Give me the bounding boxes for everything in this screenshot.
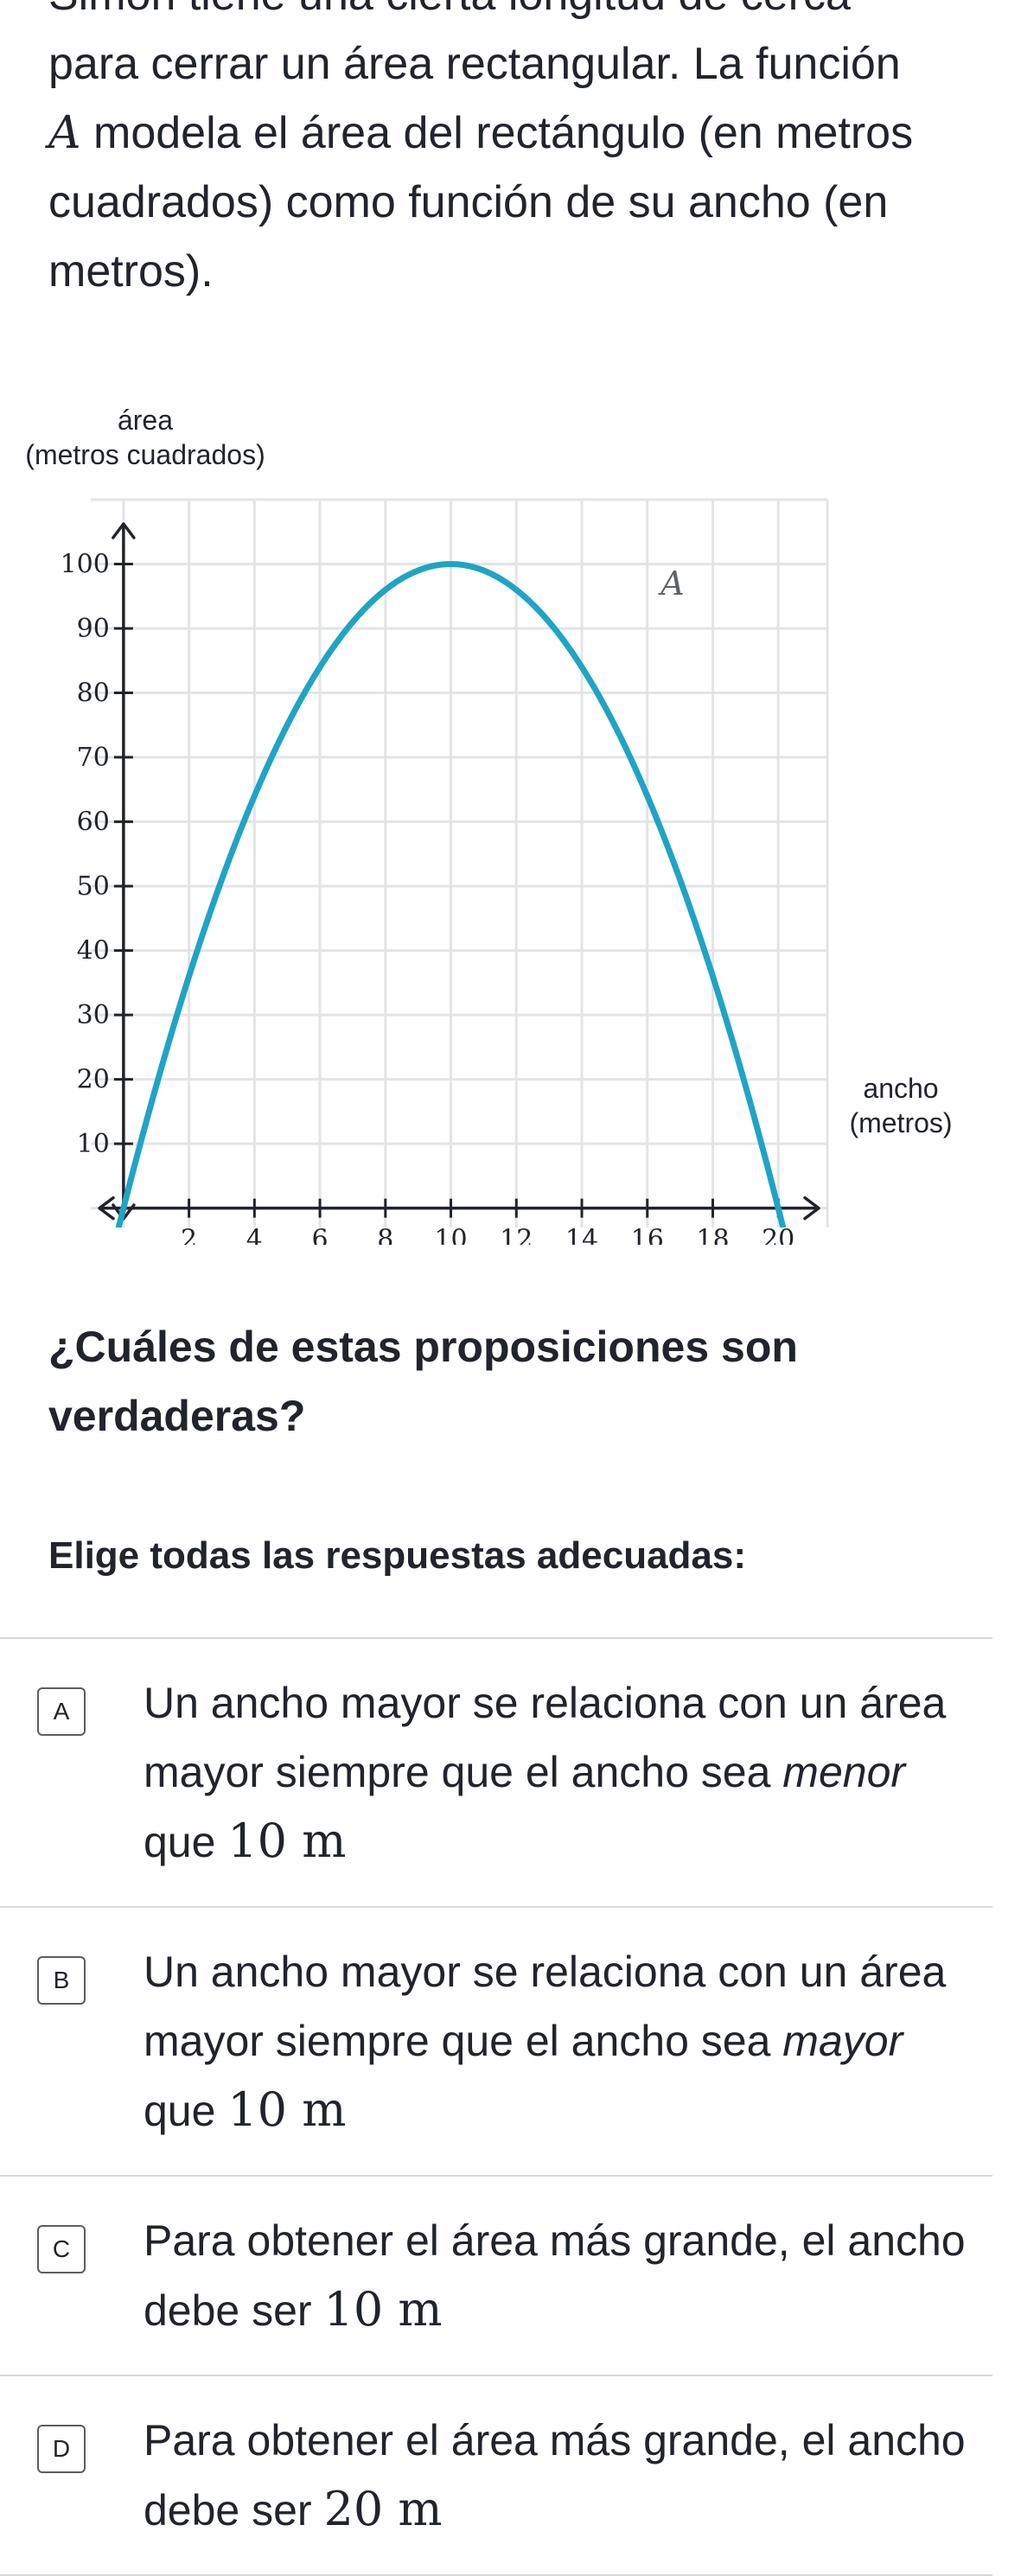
x-tick-label: 12 <box>500 1225 533 1245</box>
choice-text-end: que <box>144 1818 228 1866</box>
grid-lines <box>91 498 829 1227</box>
choice-a[interactable]: A Un ancho mayor se relaciona con un áre… <box>0 1637 992 1906</box>
y-tick-label: 60 <box>77 807 110 838</box>
y-axis-top-arrow <box>112 522 136 539</box>
y-tick-label: 80 <box>77 679 110 709</box>
choice-text-start: Para obtener el área más grande, el anch… <box>144 2416 966 2535</box>
choice-text-start: Un ancho mayor se relaciona con un área … <box>144 1948 947 2065</box>
intro-line-3: modela el área del rectángulo (en metros <box>80 108 914 158</box>
choice-b[interactable]: B Un ancho mayor se relaciona con un áre… <box>0 1906 992 2175</box>
y-tick-label: 10 <box>77 1129 110 1159</box>
choice-text: Para obtener el área más grande, el anch… <box>144 2206 975 2345</box>
area-graph: 2 4 6 8 10 12 14 16 18 20 10 20 30 40 50 60 70 80 90 100 ár… <box>0 380 1021 1245</box>
curve-a <box>115 561 787 1227</box>
x-tick-label: 16 <box>631 1225 664 1245</box>
x-tick-label: 14 <box>565 1225 598 1245</box>
x-tick-label: 4 <box>246 1225 263 1245</box>
intro-line-4: cuadrados) como función de su ancho (en <box>48 177 889 227</box>
y-tick-label: 100 <box>61 550 110 580</box>
choice-text-start: Para obtener el área más grande, el anch… <box>144 2216 966 2335</box>
intro-line-1: Simon tiene una cierta longitud de cerca <box>48 0 851 20</box>
curve-label: A <box>658 564 684 603</box>
area-chart-svg: 2 4 6 8 10 12 14 16 18 20 10 20 30 40 50 60 70 80 90 100 ár… <box>25 405 952 1245</box>
y-tick-label: 40 <box>77 936 110 966</box>
y-tick-label: 30 <box>77 1000 110 1030</box>
x-axis-right-arrow <box>803 1196 820 1221</box>
x-axis-left-arrow <box>98 1196 115 1221</box>
curve-layer <box>115 561 787 1227</box>
question-text: ¿Cuáles de estas proposiciones son verda… <box>48 1323 798 1440</box>
x-tick-label: 2 <box>181 1225 197 1245</box>
choice-text: Un ancho mayor se relaciona con un área … <box>144 1668 975 1877</box>
tick-marks: 2 4 6 8 10 12 14 16 18 20 10 20 30 40 50 60 70 80 90 100 <box>61 550 795 1245</box>
choice-text-start: Un ancho mayor se relaciona con un área … <box>144 1679 947 1796</box>
answer-choices: A Un ancho mayor se relaciona con un áre… <box>0 1637 992 2576</box>
choice-letter-badge: C <box>37 2225 86 2273</box>
x-tick-label: 8 <box>377 1225 393 1245</box>
x-tick-label: 20 <box>762 1225 794 1245</box>
y-tick-label: 50 <box>77 871 110 902</box>
x-tick-label: 10 <box>434 1225 467 1245</box>
y-tick-label: 20 <box>77 1065 110 1095</box>
choice-text-end: que <box>144 2087 228 2135</box>
choice-c[interactable]: C Para obtener el área más grande, el an… <box>0 2175 992 2375</box>
choice-text: Para obtener el área más grande, el anch… <box>144 2406 975 2545</box>
intro-line-2: para cerrar un área rectangular. La func… <box>48 39 901 89</box>
function-variable: A <box>48 107 81 159</box>
y-tick-label: 90 <box>77 614 110 644</box>
intro-line-5: metros). <box>48 246 214 296</box>
y-axis-label-line2: (metros cuadrados) <box>25 439 265 470</box>
choice-emphasis: mayor <box>782 2017 903 2065</box>
y-axis-label-line1: área <box>118 405 173 436</box>
choice-d[interactable]: D Para obtener el área más grande, el an… <box>0 2375 992 2576</box>
choice-math: 10 m <box>323 2282 443 2337</box>
x-tick-label: 18 <box>696 1225 729 1245</box>
choice-letter-badge: D <box>37 2425 86 2473</box>
y-tick-label: 70 <box>77 743 110 773</box>
x-tick-label: 6 <box>312 1225 329 1245</box>
choice-letter-badge: B <box>37 1956 86 2005</box>
choice-math: 20 m <box>323 2482 443 2536</box>
instruction-text: Elige todas las respuestas adecuadas: <box>48 1534 747 1577</box>
x-axis-label-line2: (metros) <box>849 1107 952 1138</box>
x-axis-label-line1: ancho <box>863 1073 938 1104</box>
problem-statement: Simon tiene una cierta longitud de cerca… <box>48 0 991 306</box>
choice-text: Un ancho mayor se relaciona con un área … <box>144 1937 975 2146</box>
choice-letter-badge: A <box>37 1687 86 1736</box>
choice-math: 10 m <box>227 1814 347 1868</box>
choice-emphasis: menor <box>782 1748 906 1796</box>
choice-math: 10 m <box>227 2082 347 2137</box>
